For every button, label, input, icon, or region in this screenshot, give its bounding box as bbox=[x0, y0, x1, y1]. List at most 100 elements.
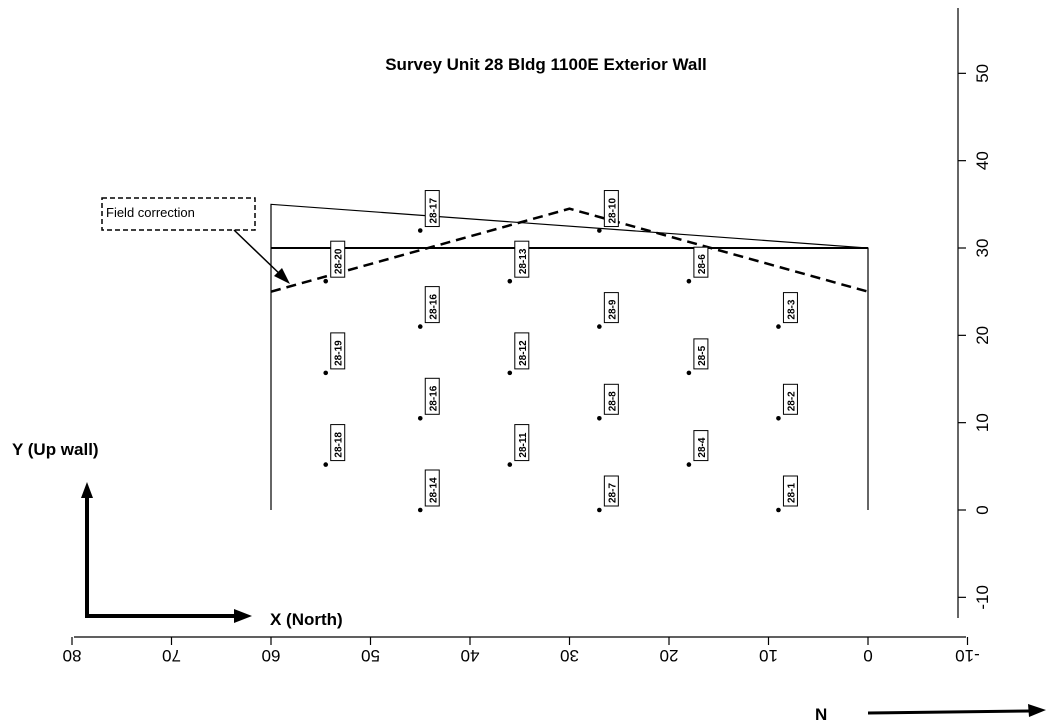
point-label: 28-12 bbox=[518, 340, 529, 366]
point-label: 28-7 bbox=[607, 483, 618, 503]
x-tick-label: 60 bbox=[262, 646, 281, 665]
point-label-frame bbox=[330, 424, 346, 462]
point-marker bbox=[507, 462, 513, 467]
point-label-box: 28-10 bbox=[603, 190, 619, 228]
survey-point: 28-6 bbox=[686, 246, 709, 284]
point-label-frame bbox=[603, 292, 619, 324]
point-label: 28-9 bbox=[607, 299, 618, 319]
callout-arrow-line bbox=[233, 229, 285, 279]
point-label-box: 28-4 bbox=[693, 430, 709, 462]
survey-point: 28-11 bbox=[507, 424, 530, 467]
x-axis-ticks: 80 70 60 50 40 30 20 10 0 -10 bbox=[63, 637, 980, 665]
point-label-frame bbox=[693, 246, 709, 278]
point-label-box: 28-8 bbox=[603, 383, 619, 415]
point-label-frame bbox=[603, 383, 619, 415]
y-axis-label: Y (Up wall) bbox=[12, 440, 99, 459]
survey-point: 28-16 bbox=[417, 286, 440, 329]
point-label-box: 28-2 bbox=[782, 383, 798, 415]
point-marker bbox=[507, 370, 513, 376]
y-tick-label: -10 bbox=[973, 585, 992, 610]
wall-outline bbox=[270, 203, 869, 510]
point-label: 28-6 bbox=[697, 254, 708, 274]
point-label-box: 28-12 bbox=[514, 332, 530, 370]
point-label: 28-20 bbox=[334, 248, 345, 274]
x-tick-label: 50 bbox=[361, 646, 380, 665]
survey-point: 28-8 bbox=[597, 383, 619, 421]
point-label-box: 28-3 bbox=[782, 292, 798, 324]
point-label-box: 28-17 bbox=[424, 190, 440, 228]
point-marker bbox=[776, 507, 781, 513]
survey-point: 28-17 bbox=[417, 190, 440, 233]
x-tick-label: 80 bbox=[63, 646, 82, 665]
x-tick-label: 70 bbox=[162, 646, 181, 665]
point-label: 28-1 bbox=[786, 483, 797, 503]
point-label: 28-3 bbox=[786, 299, 797, 319]
survey-point: 28-12 bbox=[507, 332, 530, 376]
point-label: 28-18 bbox=[334, 432, 345, 458]
survey-point: 28-20 bbox=[323, 240, 346, 284]
callout-label: Field correction bbox=[106, 205, 195, 220]
point-marker bbox=[507, 278, 513, 284]
point-marker bbox=[776, 416, 781, 421]
point-label-frame bbox=[603, 190, 619, 228]
point-label: 28-4 bbox=[697, 437, 708, 457]
point-label: 28-11 bbox=[518, 432, 529, 457]
point-marker bbox=[597, 507, 602, 513]
point-marker bbox=[686, 462, 692, 467]
x-axis-label: X (North) bbox=[270, 610, 343, 629]
y-tick-label: 30 bbox=[973, 239, 992, 258]
point-marker bbox=[686, 370, 692, 376]
point-label-frame bbox=[693, 338, 709, 370]
chart-title: Survey Unit 28 Bldg 1100E Exterior Wall bbox=[385, 55, 707, 74]
point-label-frame bbox=[514, 424, 530, 462]
point-label-box: 28-16 bbox=[424, 286, 440, 324]
point-label: 28-13 bbox=[518, 248, 529, 274]
x-tick-label: 20 bbox=[660, 646, 679, 665]
point-label-box: 28-16 bbox=[424, 377, 440, 415]
point-marker bbox=[323, 370, 329, 376]
point-marker bbox=[417, 416, 423, 421]
point-marker bbox=[686, 278, 692, 284]
survey-point: 28-14 bbox=[417, 469, 440, 513]
point-label-box: 28-14 bbox=[424, 469, 440, 507]
point-label: 28-5 bbox=[697, 345, 708, 365]
point-label: 28-10 bbox=[607, 198, 618, 224]
point-label-frame bbox=[782, 475, 798, 507]
x-tick-label: 0 bbox=[863, 646, 872, 665]
up-wall-arrow-head bbox=[81, 482, 93, 498]
point-label-box: 28-6 bbox=[693, 246, 709, 278]
point-marker bbox=[776, 324, 781, 329]
n-arrow-line bbox=[867, 709, 1031, 715]
point-label: 28-17 bbox=[428, 198, 439, 224]
point-marker bbox=[597, 324, 602, 329]
survey-point: 28-7 bbox=[597, 475, 619, 513]
point-label-frame bbox=[424, 377, 440, 415]
survey-point: 28-19 bbox=[323, 332, 346, 376]
y-tick-label: 10 bbox=[973, 413, 992, 432]
survey-point: 28-13 bbox=[507, 240, 530, 284]
point-label-box: 28-5 bbox=[693, 338, 709, 370]
north-arrow-head bbox=[234, 609, 252, 623]
point-label-frame bbox=[782, 383, 798, 415]
survey-point: 28-1 bbox=[776, 475, 798, 513]
y-tick-label: 0 bbox=[973, 505, 992, 514]
n-arrow-head bbox=[1028, 704, 1046, 717]
point-label-box: 28-11 bbox=[514, 424, 530, 462]
point-label-frame bbox=[424, 469, 440, 507]
point-label: 28-16 bbox=[428, 294, 439, 320]
point-label-frame bbox=[603, 475, 619, 507]
point-marker bbox=[323, 278, 329, 284]
callout-box bbox=[101, 197, 256, 231]
point-label-box: 28-18 bbox=[330, 424, 346, 462]
point-label-box: 28-20 bbox=[330, 240, 346, 278]
x-tick-label: 30 bbox=[560, 646, 579, 665]
point-label-frame bbox=[424, 286, 440, 324]
point-label: 28-8 bbox=[607, 391, 618, 411]
point-marker bbox=[417, 507, 423, 513]
survey-point: 28-18 bbox=[323, 424, 346, 467]
point-marker bbox=[417, 324, 423, 329]
survey-point: 28-16 bbox=[417, 377, 440, 421]
point-marker bbox=[323, 462, 329, 467]
point-label-frame bbox=[424, 190, 440, 228]
